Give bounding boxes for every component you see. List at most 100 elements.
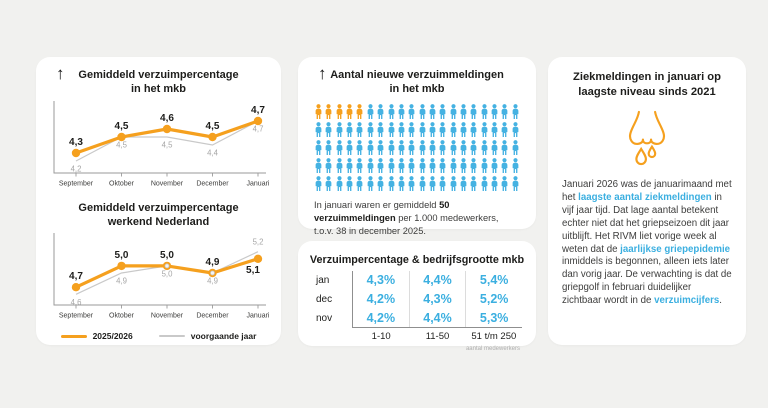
pictogram-row xyxy=(314,121,520,138)
legend-label-2025-2026: 2025/2026 xyxy=(92,331,133,342)
person-icon xyxy=(512,157,519,173)
person-icon xyxy=(325,139,332,155)
person-icon xyxy=(429,121,436,137)
orange-line-swatch-icon xyxy=(60,334,87,338)
svg-text:4,7: 4,7 xyxy=(69,271,83,282)
svg-text:5,0: 5,0 xyxy=(115,250,129,261)
runny-nose-icon xyxy=(628,111,666,166)
person-icon xyxy=(398,121,405,137)
table-cell: 4,3% xyxy=(366,273,396,288)
person-icon xyxy=(429,157,436,173)
pictogram-row xyxy=(314,139,520,156)
person-icon xyxy=(336,139,343,155)
card-verzuim-charts: ↑ Gemiddeld verzuimpercentage in het mkb… xyxy=(36,57,281,345)
person-icon xyxy=(315,157,322,173)
table-row-label: dec xyxy=(316,294,333,306)
person-icon xyxy=(450,103,457,119)
person-icon xyxy=(315,175,322,191)
person-icon xyxy=(439,121,446,137)
person-icon xyxy=(491,139,498,155)
person-icon xyxy=(398,175,405,191)
person-icon xyxy=(481,103,488,119)
pictogram-row xyxy=(314,157,520,174)
svg-text:4,7: 4,7 xyxy=(253,124,264,133)
person-icon xyxy=(367,157,374,173)
person-icon xyxy=(367,121,374,137)
svg-text:September: September xyxy=(59,313,94,320)
table-row-dec: dec 4,2% 4,3% 5,2% xyxy=(298,290,536,310)
line-chart-werkend-nederland: September Oktober November December Januari 4… xyxy=(44,229,273,330)
chart-mkb: September Oktober November December Januari 4… xyxy=(53,100,270,187)
person-icon xyxy=(336,103,343,119)
person-icon xyxy=(325,157,332,173)
svg-text:4,9: 4,9 xyxy=(206,257,220,268)
person-icon xyxy=(439,103,446,119)
person-icon xyxy=(367,103,374,119)
person-icon xyxy=(388,139,394,155)
person-icon xyxy=(460,121,467,137)
person-icon xyxy=(357,139,363,155)
person-icon xyxy=(357,121,363,137)
svg-text:Oktober: Oktober xyxy=(109,313,135,320)
paragraph-text: Januari 2026 was de januarimaand met het xyxy=(562,179,732,204)
text-link[interactable]: jaarlijkse griepepidemie xyxy=(620,243,731,255)
caption-text: per 1.000 medewerkers, t.o.v. 38 in dece… xyxy=(314,213,499,237)
person-icon xyxy=(419,103,425,119)
person-icon xyxy=(491,157,498,173)
table-cell: 5,2% xyxy=(465,290,522,310)
table-cell: 4,4% xyxy=(408,309,466,328)
svg-text:4,9: 4,9 xyxy=(207,277,218,286)
person-icon xyxy=(512,175,519,191)
person-icon xyxy=(377,103,384,119)
paragraph-text: . xyxy=(719,295,722,307)
person-icon xyxy=(408,157,415,173)
person-icon xyxy=(502,139,508,155)
card-bedrijfsgrootte-table: Verzuimpercentage & bedrijfsgrootte mkb … xyxy=(298,241,536,352)
text-link[interactable]: verzuimcijfers xyxy=(654,295,720,307)
caption-bold-text: 50 verzuimmeldingen xyxy=(314,200,450,224)
person-icon xyxy=(429,103,436,119)
person-icon xyxy=(450,157,457,173)
person-icon xyxy=(502,121,508,137)
table-row-label: nov xyxy=(316,313,333,325)
person-icon xyxy=(471,157,477,173)
person-icon xyxy=(491,103,498,119)
person-icon xyxy=(315,121,322,137)
person-icon xyxy=(336,157,343,173)
table-row-jan: jan 4,3% 4,4% 5,4% xyxy=(298,271,536,291)
right-title-line2: laagste niveau sinds 2021 xyxy=(578,85,716,98)
svg-text:5,1: 5,1 xyxy=(246,265,260,276)
svg-text:December: December xyxy=(196,180,229,187)
chart-mkb-title-line1: Gemiddeld verzuimpercentage xyxy=(78,69,239,81)
table-row-nov: nov 4,2% 4,4% 5,3% xyxy=(298,309,536,329)
person-icon xyxy=(439,157,446,173)
right-panel-paragraph: Januari 2026 was de januarimaand met het… xyxy=(548,179,746,308)
person-icon xyxy=(460,103,467,119)
person-icon xyxy=(408,103,415,119)
paragraph-text: inmiddels is begonnen, alleen iets later… xyxy=(562,256,732,307)
svg-text:September: September xyxy=(59,180,94,187)
person-icon xyxy=(367,175,374,191)
svg-text:Januari: Januari xyxy=(247,180,270,187)
person-icon xyxy=(491,121,498,137)
gray-line-swatch-icon xyxy=(158,335,185,338)
person-icon xyxy=(325,121,332,137)
text-link[interactable]: laagste aantal ziekmeldingen xyxy=(578,192,712,204)
svg-text:5,2: 5,2 xyxy=(253,238,264,247)
person-icon xyxy=(377,175,384,191)
chart-nl: September Oktober November December Januari 4… xyxy=(53,233,270,320)
table-cell: 4,2% xyxy=(366,311,396,326)
card-verzuimmeldingen: ↑ Aantal nieuwe verzuimmeldingen in het … xyxy=(298,57,536,236)
person-icon xyxy=(408,139,415,155)
person-icon xyxy=(429,175,436,191)
paragraph-text: in vijf jaar tijd. Dat lage aantal betek… xyxy=(562,192,729,255)
person-icon xyxy=(419,139,425,155)
table-column-header: 51 t/m 250 xyxy=(471,331,517,343)
table-footnote: aantal medewerkers xyxy=(465,346,520,353)
person-icon xyxy=(450,121,457,137)
svg-text:Januari: Januari xyxy=(247,313,270,320)
table-cell: 4,2% xyxy=(366,292,396,307)
table-column-header: 1-10 xyxy=(371,331,391,343)
person-icon xyxy=(325,103,332,119)
caption-text: In januari waren er gemiddeld xyxy=(314,200,440,211)
